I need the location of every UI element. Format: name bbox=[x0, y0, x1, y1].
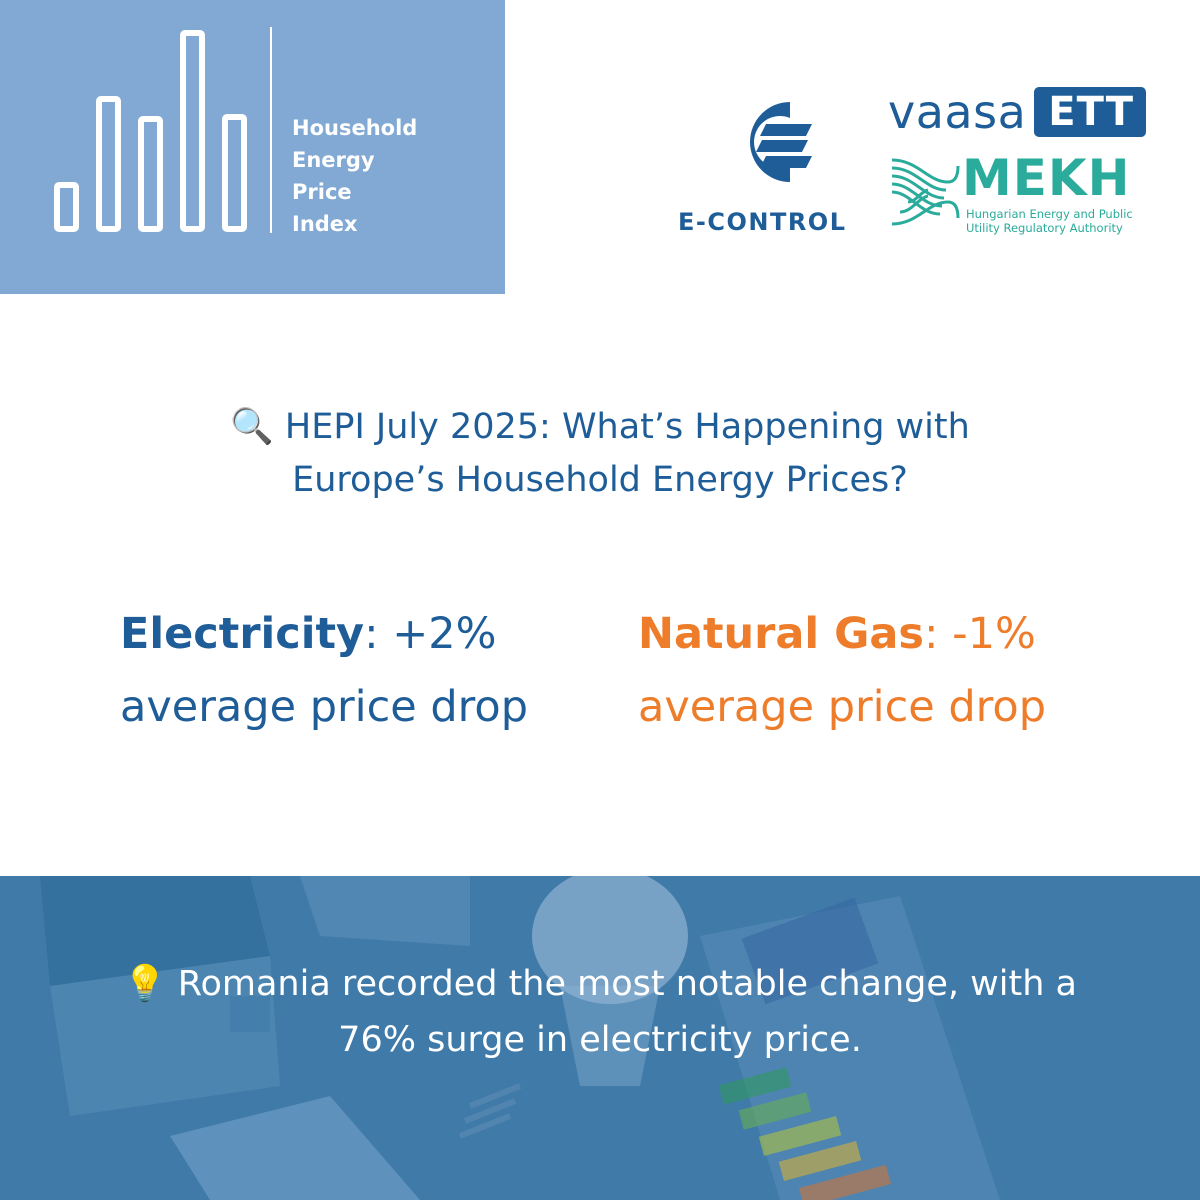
hepi-line-energy: Energy bbox=[292, 148, 375, 172]
mekh-logo-icon bbox=[891, 158, 960, 226]
highlight-line1-text: Romania recorded the most notable change… bbox=[166, 964, 1077, 1004]
headline-line1-text: HEPI July 2025: What’s Happening with bbox=[284, 407, 970, 447]
highlight-text: 💡 Romania recorded the most notable chan… bbox=[0, 956, 1200, 1068]
electricity-stat-line1: Electricity: +2% bbox=[120, 598, 528, 671]
headline-line2: Europe’s Household Energy Prices? bbox=[292, 460, 908, 500]
mekh-logo-word: MEKH bbox=[962, 149, 1131, 207]
hepi-line-household: Household bbox=[292, 116, 418, 140]
vaasa-logo-word: vaasa bbox=[888, 85, 1027, 139]
natural-gas-stat-line1: Natural Gas: -1% bbox=[638, 598, 1046, 671]
bottom-photo-panel bbox=[0, 876, 1200, 1200]
energy-label-photo bbox=[40, 876, 1000, 1200]
light-bulb-icon: 💡 bbox=[123, 964, 167, 1004]
vaasa-ett-logo: vaasa ETT bbox=[888, 82, 1147, 142]
natural-gas-value: : -1% bbox=[924, 609, 1036, 659]
electricity-label: Electricity bbox=[120, 609, 365, 659]
mekh-logo-subtitle: Hungarian Energy and Public Utility Regu… bbox=[966, 207, 1133, 235]
electricity-value: : +2% bbox=[364, 609, 497, 659]
page-headline: 🔍 HEPI July 2025: What’s Happening with … bbox=[0, 401, 1200, 507]
econtrol-logo-text: E-CONTROL bbox=[678, 208, 847, 236]
hepi-logo-panel: Household Energy Price Index bbox=[0, 0, 505, 294]
econtrol-logo-icon bbox=[750, 102, 812, 182]
mekh-subtitle-line1: Hungarian Energy and Public bbox=[966, 207, 1133, 221]
headline-line1: 🔍 HEPI July 2025: What’s Happening with bbox=[0, 401, 1200, 454]
natural-gas-caption: average price drop bbox=[638, 682, 1047, 732]
magnifying-glass-icon: 🔍 bbox=[230, 407, 274, 447]
hepi-logo-text: Household Energy Price Index bbox=[292, 112, 417, 240]
partner-logos: E-CONTROL vaasa ETT MEKH Hungarian Energ… bbox=[670, 80, 1170, 250]
hepi-line-index: Index bbox=[292, 212, 358, 236]
vaasa-logo-badge: ETT bbox=[1034, 87, 1147, 137]
natural-gas-label: Natural Gas bbox=[638, 609, 925, 659]
highlight-line1: 💡 Romania recorded the most notable chan… bbox=[0, 956, 1200, 1012]
natural-gas-stat: Natural Gas: -1% average price drop bbox=[638, 598, 1046, 744]
highlight-line2: 76% surge in electricity price. bbox=[338, 1020, 862, 1060]
hepi-line-price: Price bbox=[292, 180, 352, 204]
mekh-subtitle-line2: Utility Regulatory Authority bbox=[966, 221, 1123, 235]
electricity-stat: Electricity: +2% average price drop bbox=[120, 598, 528, 744]
electricity-caption: average price drop bbox=[120, 682, 529, 732]
bar-chart-logo-icon bbox=[54, 27, 272, 233]
